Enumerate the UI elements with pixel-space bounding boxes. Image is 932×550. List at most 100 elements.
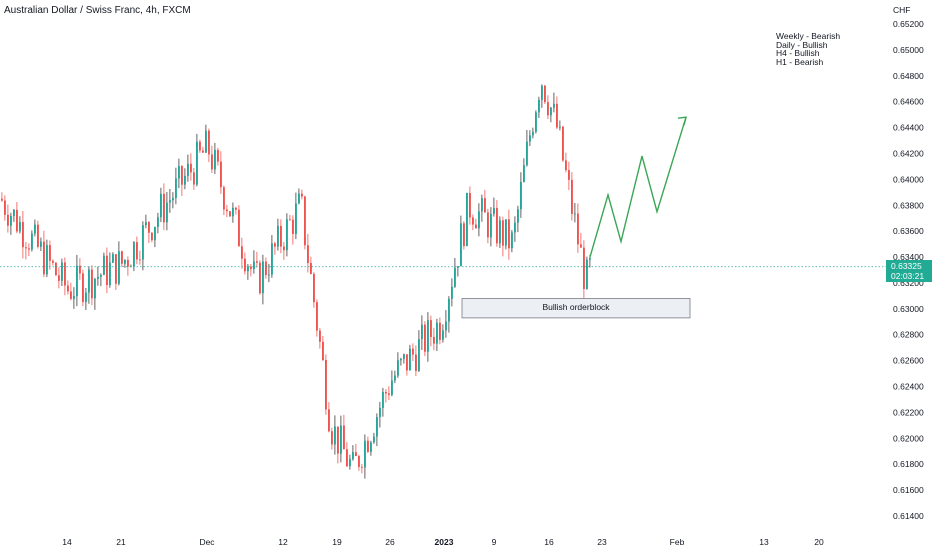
timeframe-bias-notes: Weekly - Bearish Daily - Bullish H4 - Bu… [776,32,840,66]
candle-body [562,126,564,161]
candle-body [523,165,525,182]
candle-body [448,298,450,322]
candle-body [247,266,249,272]
candle-body [463,223,465,247]
candle-body [4,200,6,215]
price-tick-label: 0.61400 [893,511,924,521]
candle-body [547,102,549,116]
candle-body [469,192,471,218]
candle-body [208,130,210,155]
note-weekly: Weekly - Bearish [776,31,841,41]
price-tick-label: 0.63400 [893,252,924,262]
candle-body [421,324,423,340]
orderblock-label[interactable]: Bullish orderblock [542,302,610,312]
candle-body [163,193,165,223]
candle-body [229,211,231,217]
candle-body [238,209,240,247]
candle-body [148,222,150,233]
candle-body [502,220,504,246]
candle-body [331,431,333,445]
candle-body [271,243,273,275]
candle-body [28,248,30,250]
price-tick-label: 0.64400 [893,123,924,133]
candle-body [118,251,120,284]
chart-overlay [0,116,886,319]
candle-body [154,226,156,241]
candle-body [256,261,258,263]
candle-body [460,223,462,267]
candle-body [166,202,168,223]
candle-body [568,170,570,180]
candle-body [376,417,378,437]
candle-body [40,241,42,247]
time-tick-label: 23 [597,537,607,547]
candle-body [157,217,159,227]
price-tick-label: 0.61600 [893,485,924,495]
candle-body [241,246,243,259]
candle-body [394,375,396,381]
candle-body [274,243,276,247]
candle-body [184,175,186,185]
candle-body [325,360,327,410]
candle-body [406,354,408,371]
candle-body [571,179,573,214]
candle-body [127,259,129,267]
candle-body [334,426,336,445]
candle-body [373,436,375,443]
candle-body [379,407,381,418]
candle-body [202,150,204,153]
candle-body [223,187,225,210]
candle-body [22,221,24,248]
candle-body [496,207,498,244]
candle-body [364,440,366,468]
candle-body [46,245,48,275]
candle-body [151,232,153,241]
candle-body [16,209,18,232]
candle-body [103,255,105,275]
candle-body [169,200,171,203]
time-tick-label: 9 [492,537,497,547]
time-tick-label: 16 [544,537,554,547]
candle-body [52,260,54,263]
candle-body [565,160,567,171]
price-tick-label: 0.62400 [893,382,924,392]
candle-body [481,198,483,212]
candle-body [106,255,108,286]
candle-body [439,322,441,340]
candle-body [262,261,264,294]
candle-body [280,225,282,247]
candle-body [43,241,45,275]
candle-body [49,245,51,261]
candle-body [490,213,492,238]
time-tick-label: Dec [199,537,215,547]
candle-body [160,193,162,218]
candle-body [220,161,222,188]
candle-body [34,224,36,234]
candle-body [199,141,201,151]
candle-body [211,154,213,170]
candle-body [322,341,324,361]
price-tick-label: 0.64000 [893,174,924,184]
candle-body [13,209,15,217]
candle-body [445,321,447,331]
candle-body [586,259,588,289]
candle-body [556,103,558,128]
candle-body [559,126,561,128]
price-tick-label: 0.65000 [893,45,924,55]
candle-body [250,266,252,270]
last-price-value: 0.63325 [891,261,922,271]
candle-body [109,262,111,286]
candle-body [454,267,456,287]
candle-body [82,273,84,302]
candle-body [268,274,270,276]
time-axis[interactable]: 14 21 Dec 12 19 26 2023 9 16 23 Feb 13 20 [62,537,824,547]
candle-body [292,219,294,234]
price-tick-label: 0.63800 [893,200,924,210]
price-tick-label: 0.62000 [893,433,924,443]
price-axis[interactable]: 0.65200 0.65000 0.64800 0.64600 0.64400 0.642… [893,19,924,521]
candle-body [457,266,459,268]
candle-body [304,196,306,246]
candle-body [514,222,516,233]
candle-body [337,426,339,454]
